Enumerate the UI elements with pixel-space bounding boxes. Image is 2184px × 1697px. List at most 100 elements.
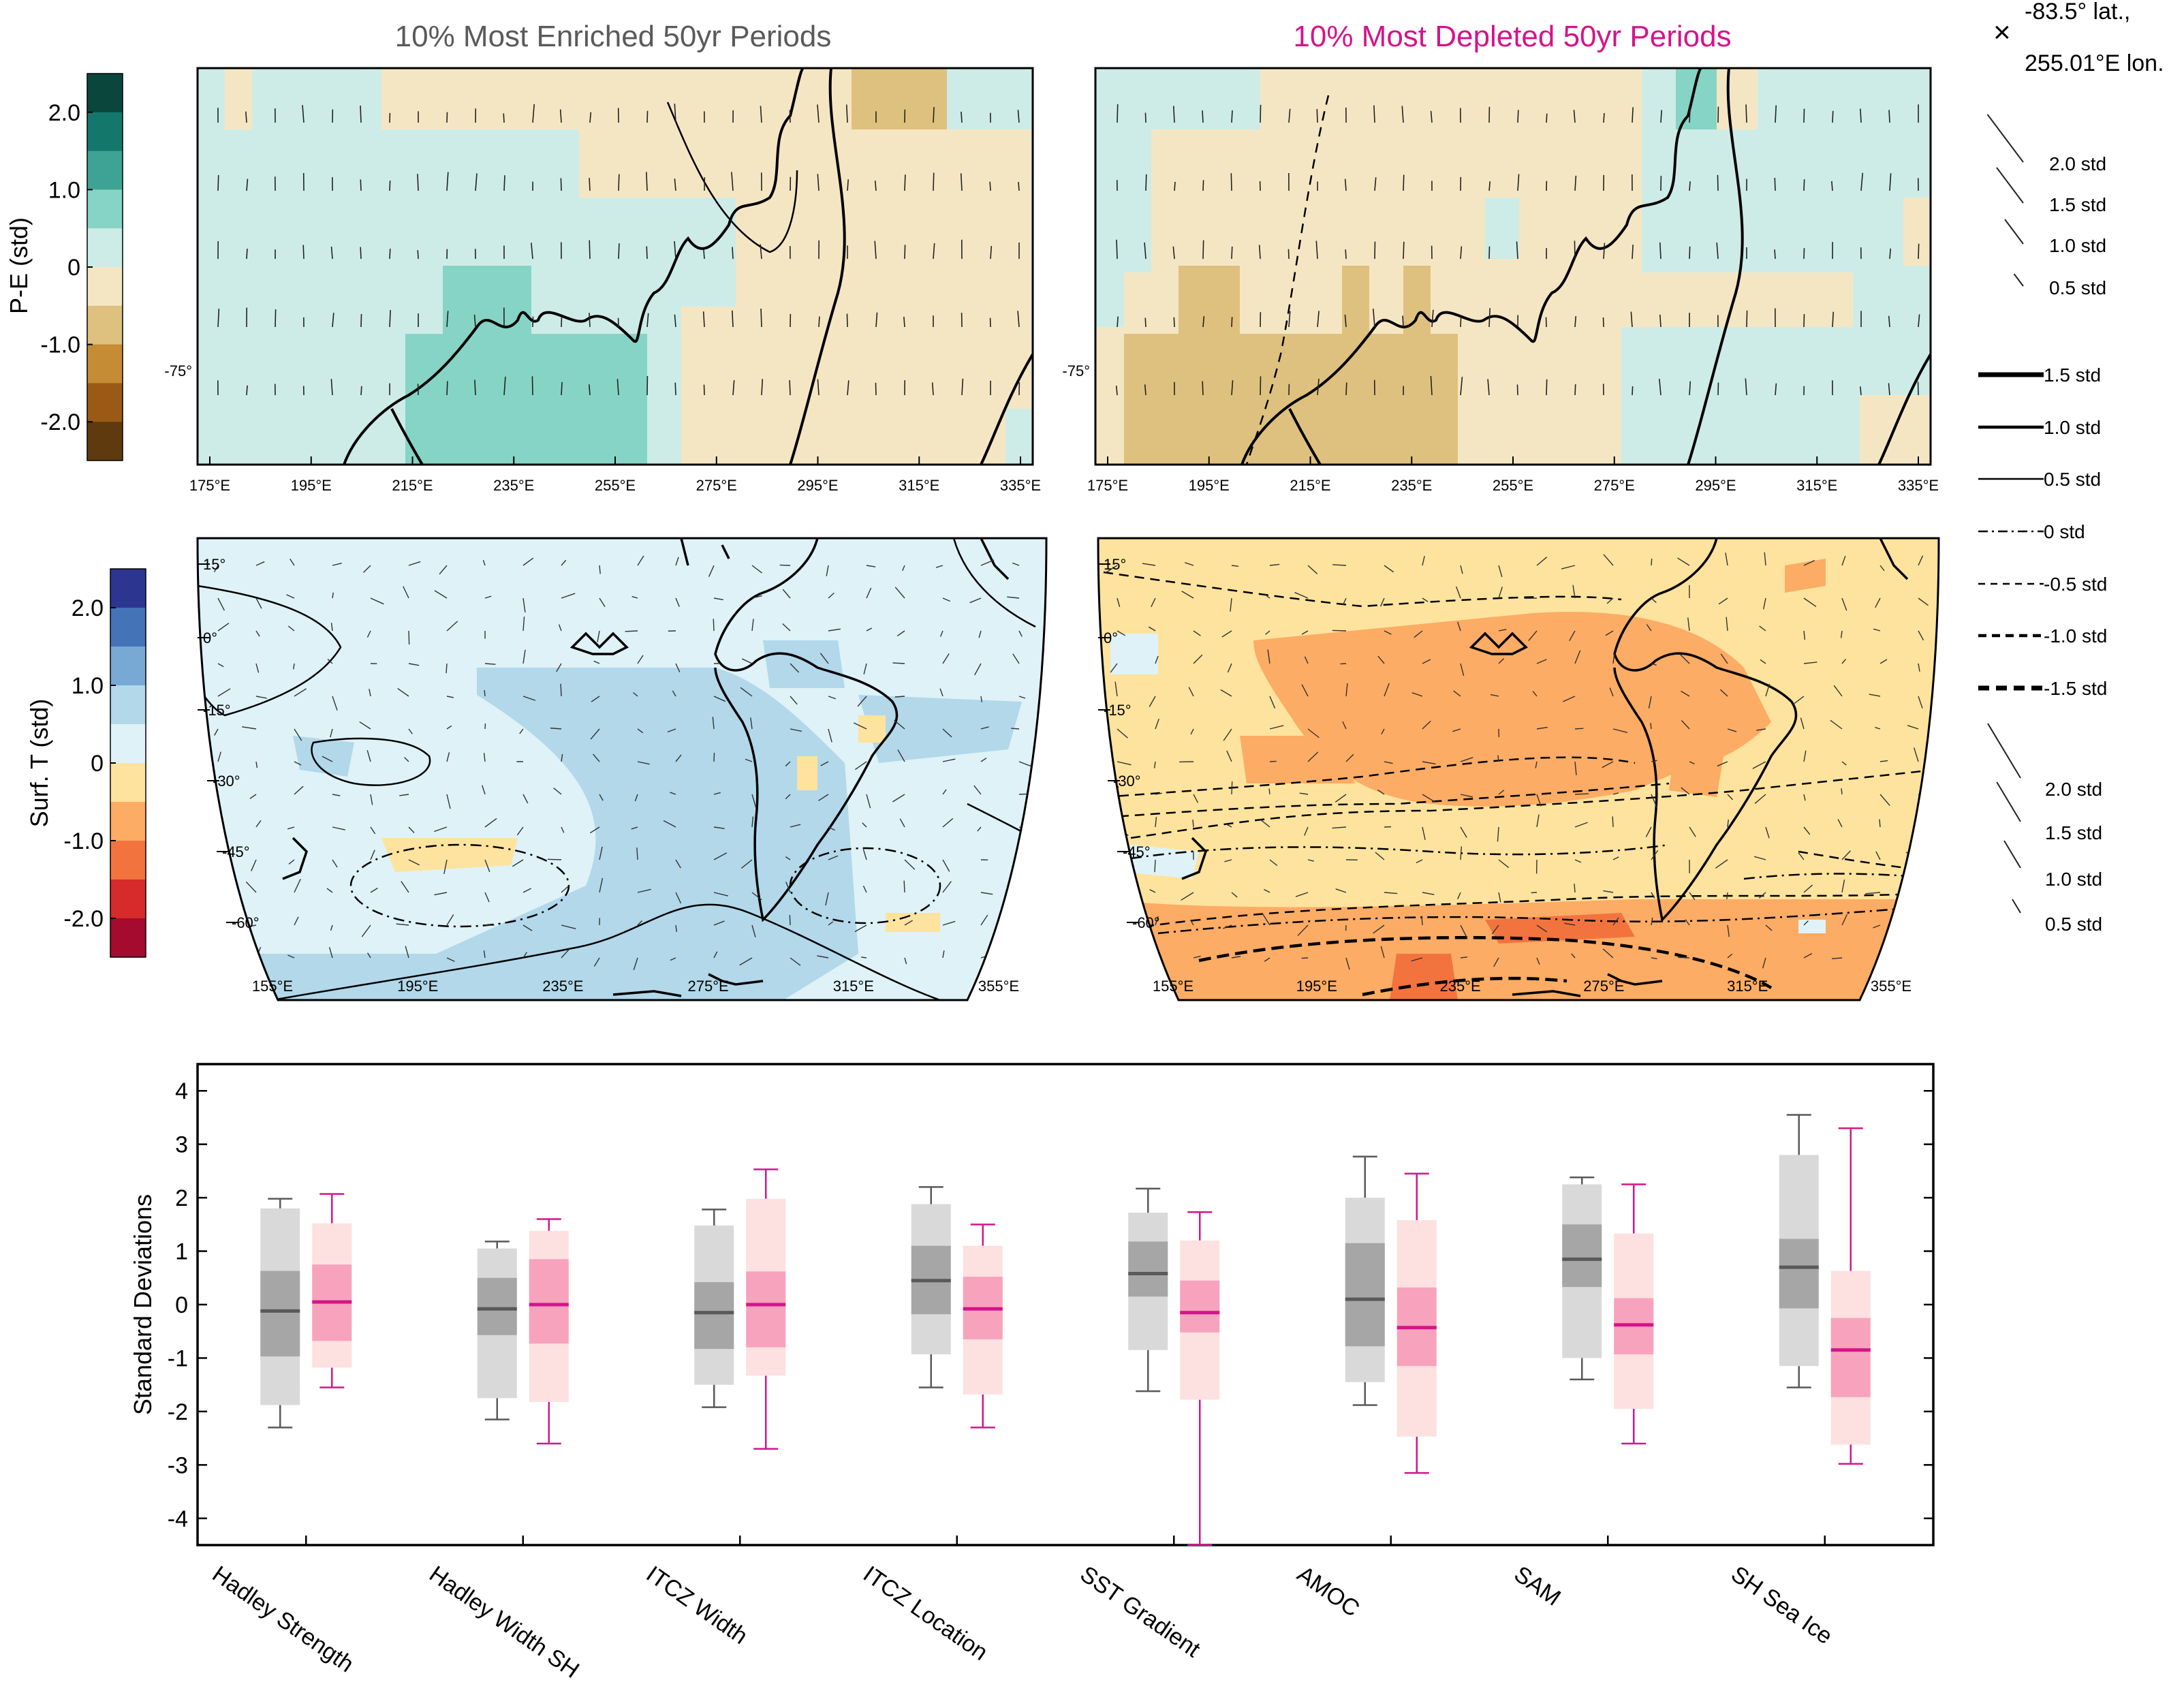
wind-vector bbox=[217, 309, 220, 328]
wind-vector bbox=[675, 754, 682, 762]
wind-vector bbox=[847, 380, 849, 396]
wind-vector bbox=[1144, 112, 1146, 123]
wind-vector bbox=[1765, 683, 1770, 697]
wind-vector bbox=[1269, 859, 1278, 867]
wind-vector bbox=[1612, 917, 1619, 926]
wind-vector bbox=[1574, 761, 1577, 776]
wind-vector bbox=[1689, 892, 1696, 901]
wind-vector bbox=[637, 920, 642, 926]
wind-vector bbox=[599, 597, 606, 608]
pe-lon-label: 175°E bbox=[189, 477, 230, 494]
wind-vector bbox=[1231, 892, 1238, 898]
wind-vector bbox=[1632, 107, 1634, 123]
wind-vector bbox=[1193, 654, 1203, 664]
wind-vector bbox=[1344, 314, 1347, 328]
wind-vector bbox=[1873, 628, 1881, 632]
wind-vector bbox=[1422, 659, 1431, 664]
colorbar-swatch bbox=[87, 267, 123, 307]
wind-vector bbox=[1918, 663, 1920, 672]
wind-vector bbox=[1803, 108, 1805, 123]
wind-vector bbox=[790, 663, 800, 673]
wind-vector bbox=[1775, 105, 1777, 123]
wind-vector bbox=[1202, 180, 1204, 191]
wind-vector bbox=[446, 381, 448, 396]
wind-vector bbox=[1574, 884, 1576, 893]
wind-vector bbox=[484, 690, 486, 697]
wind-vector bbox=[1536, 957, 1540, 965]
wind-vector bbox=[1488, 308, 1491, 328]
wind-vector bbox=[1727, 794, 1734, 800]
wind-vector bbox=[1727, 953, 1733, 959]
wind-vector bbox=[1659, 378, 1662, 396]
box-plot: -4 -3 -2 -1 0 1 2 3 4 Hadley Strength Hadley Widt… bbox=[129, 1063, 1935, 1683]
wind-vector bbox=[1659, 242, 1662, 260]
colorbar-swatch bbox=[87, 383, 123, 422]
wind-vector bbox=[1762, 597, 1766, 610]
box-enriched bbox=[694, 1209, 734, 1408]
wind-vector bbox=[1264, 957, 1270, 962]
wind-vector bbox=[980, 559, 995, 566]
wind-vector bbox=[1841, 555, 1846, 566]
wind-vector bbox=[1155, 916, 1159, 926]
wind-vector bbox=[1231, 380, 1234, 396]
wind-vector bbox=[1487, 379, 1490, 396]
pe-lon-label: 315°E bbox=[899, 477, 939, 494]
y-tick-label: -3 bbox=[168, 1452, 188, 1478]
wind-vector bbox=[1677, 956, 1690, 959]
legend-contour-label: -1.0 std bbox=[2044, 625, 2107, 647]
wind-vector bbox=[1879, 565, 1885, 572]
wind-vector bbox=[484, 818, 497, 828]
wind-vector bbox=[208, 819, 219, 828]
pe-lon-label: 235°E bbox=[1391, 477, 1432, 494]
wind-vector bbox=[633, 957, 638, 971]
wind-vector bbox=[1803, 179, 1805, 191]
wind-vector bbox=[790, 957, 801, 966]
wind-vector bbox=[1288, 108, 1291, 123]
wind-vector bbox=[866, 587, 872, 599]
wind-vector bbox=[1202, 381, 1204, 396]
wind-vector bbox=[1913, 747, 1919, 762]
wind-vector bbox=[1155, 817, 1157, 828]
wind-vector bbox=[675, 663, 681, 672]
wind-vector bbox=[980, 696, 982, 702]
wind-vector bbox=[1681, 720, 1690, 730]
wind-vector bbox=[790, 824, 801, 828]
wind-vector bbox=[902, 565, 905, 571]
wind-vector bbox=[1188, 687, 1194, 697]
pe-colorbar-label: P-E (std) bbox=[5, 217, 33, 314]
wind-vector bbox=[785, 761, 791, 767]
colorbar-tick-label: -1.0 bbox=[40, 332, 80, 358]
wind-vector bbox=[1832, 311, 1835, 328]
wind-vector bbox=[1411, 957, 1423, 962]
wind-vector bbox=[857, 696, 867, 707]
wind-vector bbox=[362, 565, 371, 573]
wind-vector bbox=[287, 625, 295, 632]
colorbar-swatch bbox=[110, 841, 146, 880]
wind-vector bbox=[1011, 728, 1020, 730]
wind-vector bbox=[1841, 659, 1847, 664]
wind-vector bbox=[1602, 948, 1614, 959]
wind-vector bbox=[674, 104, 676, 123]
wind-vector bbox=[366, 630, 371, 638]
wind-vector bbox=[561, 593, 576, 599]
wind-vector bbox=[1803, 794, 1806, 801]
wind-vector bbox=[1202, 110, 1204, 123]
wind-vector bbox=[896, 630, 905, 637]
wind-vector bbox=[1685, 919, 1690, 926]
wind-vector bbox=[370, 794, 373, 805]
wind-vector bbox=[1012, 653, 1020, 664]
wind-vector bbox=[1460, 924, 1468, 939]
wind-vector bbox=[1110, 663, 1118, 673]
wind-vector bbox=[1181, 591, 1194, 599]
wind-vector bbox=[782, 589, 791, 599]
colorbar-swatch bbox=[87, 151, 123, 190]
wind-vector bbox=[1612, 728, 1627, 734]
colorbar-swatch bbox=[110, 647, 146, 686]
wind-vector bbox=[1149, 889, 1156, 893]
wind-vector bbox=[1018, 182, 1020, 191]
wind-vector bbox=[708, 565, 715, 577]
wind-vector bbox=[1574, 384, 1576, 396]
wind-vector bbox=[1612, 653, 1615, 664]
wind-vector bbox=[751, 816, 754, 828]
wind-vector bbox=[1114, 681, 1118, 697]
